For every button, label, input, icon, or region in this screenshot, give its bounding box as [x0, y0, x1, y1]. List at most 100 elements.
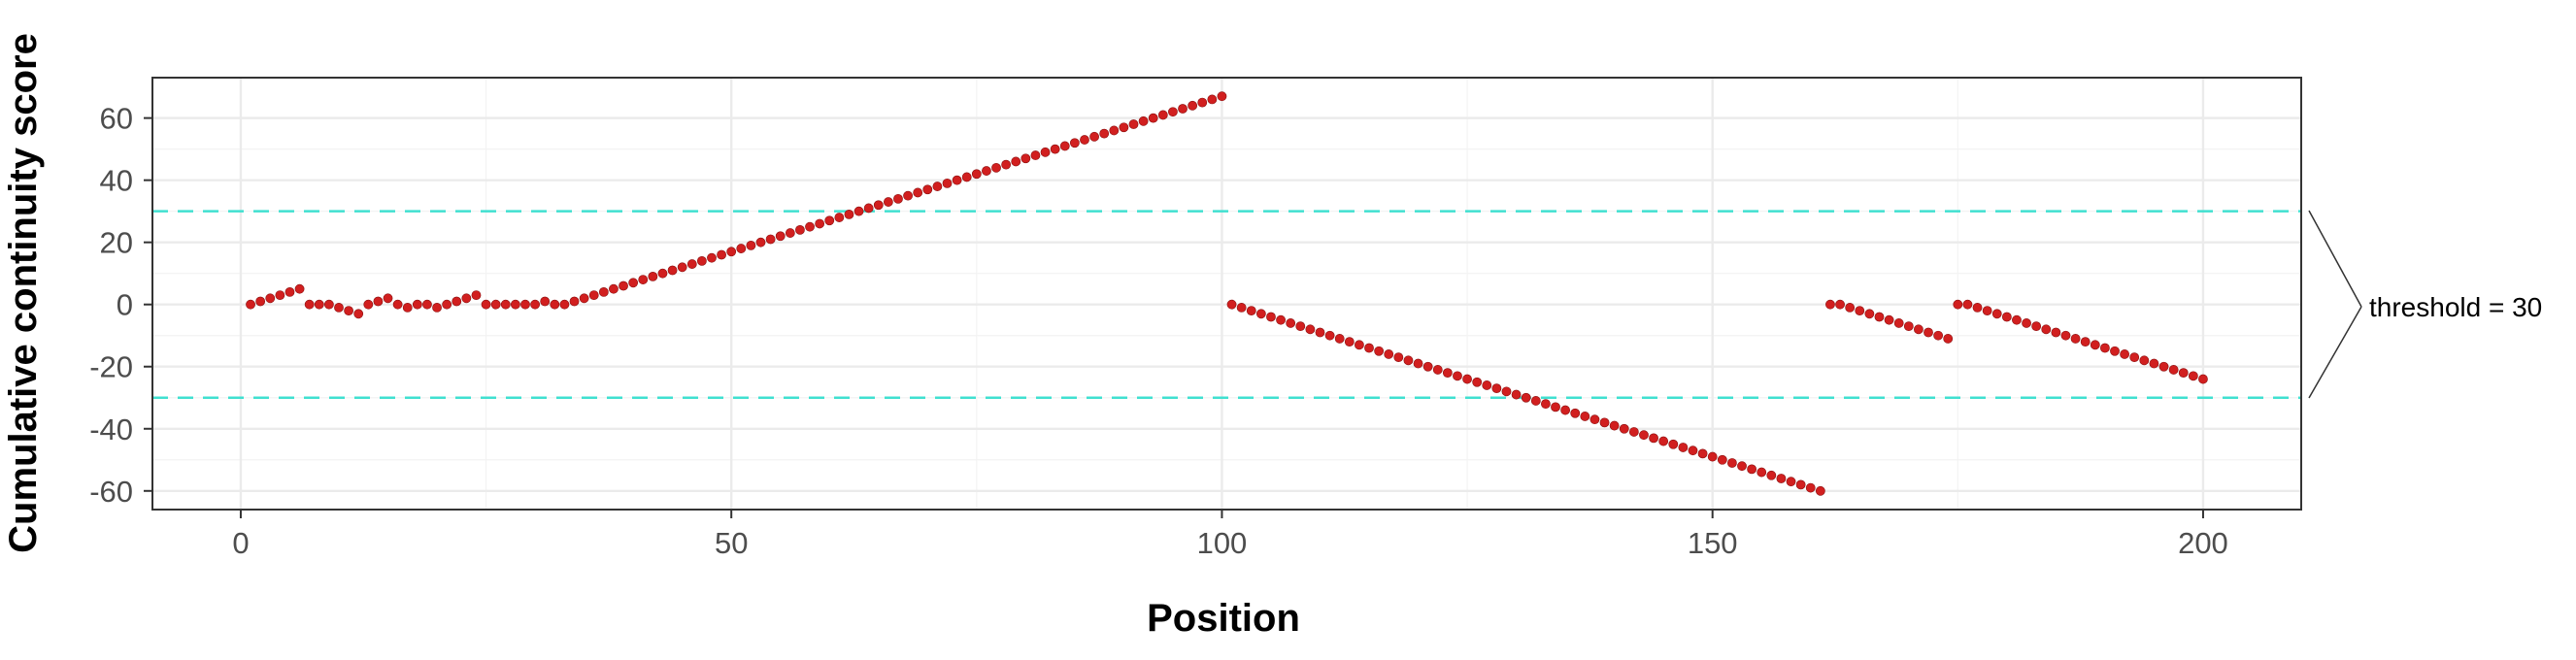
data-point	[1511, 389, 1522, 400]
data-point	[255, 296, 266, 307]
data-point	[579, 293, 589, 304]
data-point	[1138, 116, 1149, 126]
annotation-leader-lower	[2308, 306, 2362, 399]
data-point	[1020, 153, 1031, 164]
data-point	[942, 178, 953, 188]
data-point	[323, 299, 334, 310]
data-point	[1069, 138, 1080, 148]
x-tick-label: 50	[715, 526, 748, 560]
data-point	[863, 203, 874, 214]
data-point	[373, 296, 384, 307]
data-point	[1727, 458, 1737, 468]
data-point	[619, 280, 628, 291]
data-point	[284, 286, 295, 297]
data-point	[2022, 318, 2031, 328]
data-point	[785, 228, 795, 238]
data-point	[471, 290, 482, 301]
data-point	[717, 249, 726, 260]
data-point	[2198, 374, 2208, 384]
data-point	[1874, 312, 1885, 322]
data-point	[1197, 97, 1208, 108]
data-point	[961, 172, 972, 182]
data-point	[1619, 423, 1629, 434]
data-point	[1324, 330, 1335, 341]
data-point	[1295, 321, 1306, 332]
data-point	[853, 206, 864, 216]
data-point	[2120, 349, 2130, 359]
data-point	[1815, 485, 1825, 496]
data-point	[824, 215, 835, 226]
data-point	[1030, 150, 1041, 160]
data-point	[1776, 474, 1787, 483]
data-point	[765, 234, 776, 245]
data-point	[2178, 368, 2189, 379]
data-point	[677, 262, 687, 273]
data-point	[314, 299, 324, 310]
data-point	[246, 299, 255, 310]
data-point	[1011, 156, 1021, 167]
data-point	[1786, 477, 1796, 487]
y-tick-label: 20	[100, 226, 133, 260]
data-point	[1207, 94, 1218, 105]
data-point	[2031, 321, 2042, 332]
data-point	[1991, 309, 2002, 319]
data-point	[1893, 318, 1904, 328]
y-tick-label: 0	[117, 288, 133, 322]
data-point	[2051, 327, 2061, 338]
x-tick-label: 200	[2178, 526, 2228, 560]
data-point	[1884, 314, 1894, 325]
data-point	[1825, 299, 1835, 310]
data-point	[609, 283, 619, 294]
major-grid	[152, 78, 2301, 510]
data-point	[1315, 327, 1325, 338]
data-point	[392, 299, 403, 310]
y-tick-label: -20	[89, 350, 133, 384]
data-point	[795, 224, 805, 235]
data-point	[775, 231, 786, 242]
data-point	[1255, 309, 1266, 319]
y-tick-label: -40	[89, 412, 133, 446]
data-point	[1276, 314, 1286, 325]
data-point	[1933, 330, 1944, 341]
threshold-annotation: threshold = 30	[2308, 210, 2542, 399]
data-point	[500, 299, 511, 310]
data-point	[893, 193, 903, 204]
data-point	[1050, 144, 1060, 154]
y-axis-title: Cumulative continuity score	[2, 33, 45, 553]
data-point	[2188, 371, 2198, 381]
data-point	[2001, 312, 2012, 322]
data-point	[1344, 337, 1355, 347]
data-point	[1119, 122, 1129, 133]
annotation-leader-upper	[2308, 210, 2362, 308]
data-point	[422, 299, 432, 310]
data-point	[588, 290, 599, 301]
data-point	[1717, 454, 1727, 465]
data-point	[559, 299, 570, 310]
data-point	[1658, 436, 1669, 446]
data-point	[883, 197, 893, 207]
data-point	[490, 299, 501, 310]
data-point	[1756, 467, 1767, 478]
data-point	[952, 175, 962, 185]
threshold-lines	[152, 210, 2301, 399]
data-point	[1236, 303, 1247, 313]
data-point	[1639, 430, 1649, 441]
data-point	[746, 240, 756, 250]
data-point	[2090, 340, 2100, 350]
data-point	[1148, 113, 1158, 123]
data-point	[913, 187, 923, 198]
data-point	[1305, 324, 1316, 335]
y-axis: 60 40 20 0 -20 -40 -60	[89, 102, 152, 509]
data-point	[1001, 159, 1012, 170]
data-point	[903, 190, 913, 201]
data-point	[1080, 135, 1089, 145]
data-point	[1453, 371, 1462, 381]
data-point	[1413, 358, 1423, 369]
data-point	[1226, 299, 1237, 310]
data-point	[2149, 358, 2159, 369]
data-point	[1442, 368, 1453, 379]
data-point	[294, 283, 305, 294]
x-axis-title: Position	[1147, 597, 1300, 640]
data-point	[1649, 433, 1658, 444]
data-point	[383, 293, 393, 304]
